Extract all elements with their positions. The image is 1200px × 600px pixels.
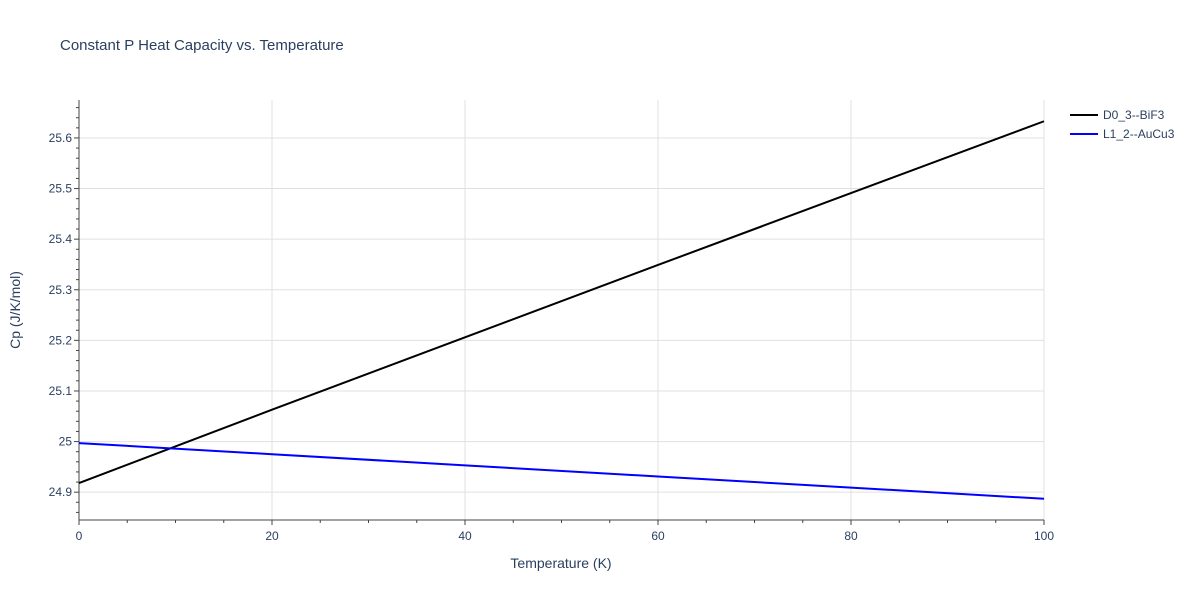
y-tick-label: 25 [59,435,73,449]
y-axis-title: Cp (J/K/mol) [7,271,23,349]
x-tick-label: 40 [458,529,472,543]
grid [79,100,1045,520]
series-line-1 [78,120,1045,484]
x-axis-title: Temperature (K) [510,555,611,571]
chart-title: Constant P Heat Capacity vs. Temperature [60,37,344,54]
x-tick-label: 60 [651,529,665,543]
axes: 0 20 40 60 80 100 24.9 25 25.1 25.2 25.3 25.4 25.5 25… [49,100,1054,543]
series-line-2 [78,442,1045,500]
legend-label: D0_3--BiF3 [1103,108,1165,122]
y-tick-label: 25.3 [49,283,73,297]
x-tick-label: 80 [844,529,858,543]
y-tick-label: 25.1 [49,384,73,398]
x-tick-label: 20 [265,529,279,543]
legend: D0_3--BiF3 L1_2--AuCu3 [1070,108,1175,141]
legend-label: L1_2--AuCu3 [1103,127,1175,141]
x-tick-label: 100 [1034,529,1054,543]
y-tick-label: 25.5 [49,182,73,196]
y-tick-label: 24.9 [49,485,73,499]
y-tick-label: 25.2 [49,333,73,347]
plot-area [78,120,1045,500]
y-tick-label: 25.4 [49,232,73,246]
x-tick-label: 0 [76,529,83,543]
y-tick-label: 25.6 [49,131,73,145]
